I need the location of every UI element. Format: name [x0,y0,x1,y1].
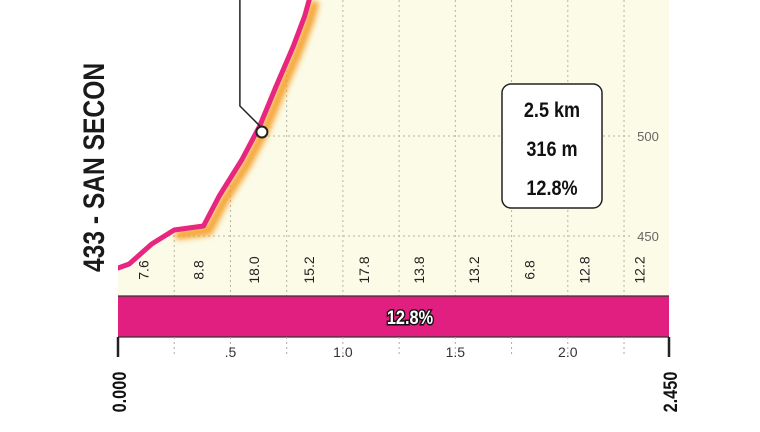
marker-leader-line [239,0,261,127]
segment-gradient-label: 12.8 [576,256,592,283]
info-distance: 2.5 km [524,99,580,123]
info-box-frame [501,83,603,209]
segment-gradient-label: 13.2 [466,256,482,283]
segment-gradient-label: 17.8 [356,256,372,283]
x-axis-ticks: .5 1.0 1.5 2.0 [225,344,578,360]
segment-gradient-label: 15.2 [301,256,317,283]
segment-gradient-label: 8.8 [191,260,207,280]
average-gradient-bar [118,296,669,337]
y-axis-ticks: 500 450 [637,129,659,244]
segment-gradient-label: 13.8 [411,256,427,283]
y-tick-label: 450 [637,229,659,244]
segment-gradient-labels: 7.6 8.8 18.0 15.2 17.8 13.8 13.2 6.8 12.8 12.2 [136,256,648,283]
segment-gradient-label: 6.8 [521,260,537,280]
segment-gradient-label: 18.0 [246,256,262,283]
info-climb: 316 m [526,138,577,162]
x-tick-label: 2.0 [558,344,578,360]
info-gradient: 12.8% [526,177,577,201]
info-box: 2.5 km 316 m 12.8% [501,83,603,209]
y-tick-label: 500 [637,129,659,144]
x-end-label: 2.450 [660,371,681,412]
x-start-label: 0.000 [109,371,130,412]
profile-marker-point [255,125,269,139]
x-tick-label: 1.0 [333,344,353,360]
segment-gradient-label: 12.2 [631,256,647,283]
area-above-profile [118,0,310,268]
elevation-profile-line [118,0,312,271]
climb-name-label: 433 - SAN SECON [77,63,111,272]
average-gradient-label: 12.8% [387,307,434,328]
vertical-grid [173,0,625,296]
x-tick-label: 1.5 [446,344,466,360]
x-tick-label: .5 [225,344,237,360]
segment-gradient-label: 7.6 [136,260,152,280]
x-axis-tick-marks [173,337,625,357]
